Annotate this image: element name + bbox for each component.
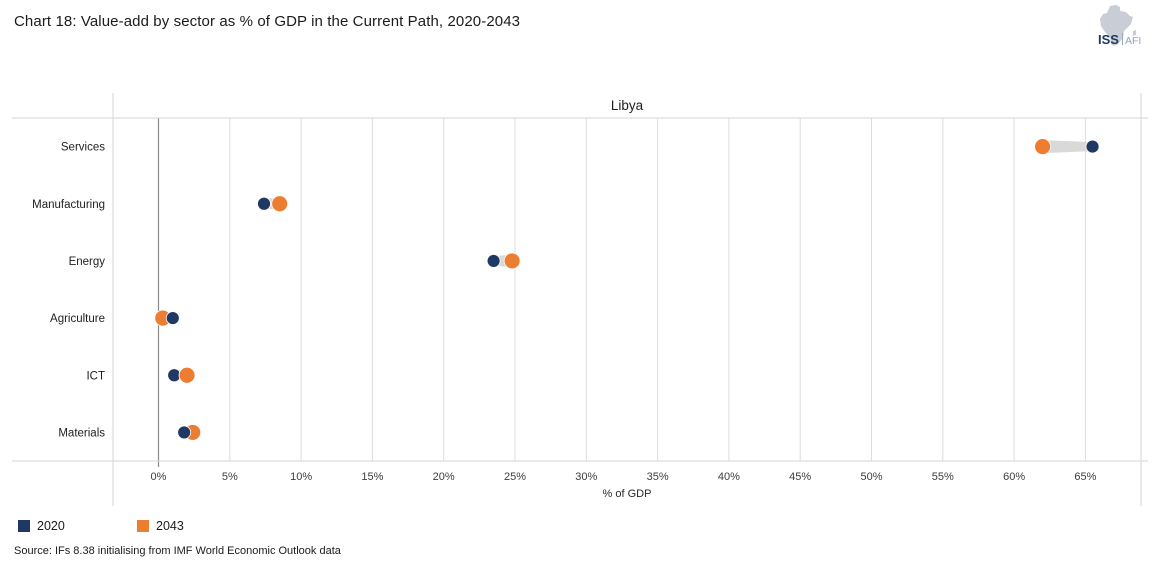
category-label: ICT — [86, 370, 105, 382]
data-point-2020 — [257, 196, 271, 211]
legend-item-2020: 2020 — [18, 519, 65, 533]
source-note: Source: IFs 8.38 initialising from IMF W… — [14, 545, 341, 557]
connector-band — [1042, 140, 1093, 154]
logo-org-text: ISS — [1098, 32, 1119, 47]
legend-swatch-2020 — [18, 520, 30, 532]
x-tick-label: 60% — [1003, 471, 1025, 483]
category-label: Agriculture — [50, 313, 105, 325]
data-point-2043 — [271, 195, 289, 213]
category-label: Services — [61, 142, 105, 154]
x-tick-label: 25% — [504, 471, 526, 483]
data-point-2020 — [177, 425, 192, 440]
x-tick-label: 0% — [151, 471, 167, 483]
x-tick-label: 5% — [222, 471, 238, 483]
legend-swatch-2043 — [137, 520, 149, 532]
x-tick-label: 55% — [932, 471, 954, 483]
page-title: Chart 18: Value-add by sector as % of GD… — [14, 13, 521, 30]
x-tick-label: 65% — [1074, 471, 1096, 483]
x-tick-label: 35% — [647, 471, 669, 483]
logo-unit-text: AFI — [1125, 35, 1141, 47]
category-label: Manufacturing — [32, 199, 105, 211]
category-label: Energy — [69, 256, 106, 268]
legend-item-2043: 2043 — [137, 519, 184, 533]
legend-label-2020: 2020 — [37, 519, 65, 533]
chart-legend: 2020 2043 — [0, 519, 1154, 537]
data-point-2043 — [503, 252, 521, 270]
data-point-2043 — [178, 366, 196, 384]
x-axis-label: % of GDP — [603, 488, 652, 500]
x-tick-label: 15% — [361, 471, 383, 483]
iss-afi-logo: ISS AFI — [1086, 4, 1148, 56]
category-label: Materials — [58, 427, 105, 439]
data-point-2020 — [486, 254, 501, 268]
data-point-2043 — [1034, 138, 1052, 155]
plot-title: Libya — [611, 98, 644, 113]
x-tick-label: 40% — [718, 471, 740, 483]
data-point-2020 — [1085, 139, 1100, 154]
x-tick-label: 20% — [433, 471, 455, 483]
legend-label-2043: 2043 — [156, 519, 184, 533]
x-tick-label: 10% — [290, 471, 312, 483]
x-tick-label: 30% — [575, 471, 597, 483]
x-tick-label: 50% — [860, 471, 882, 483]
africa-silhouette-icon: ISS AFI — [1098, 5, 1141, 47]
data-point-2020 — [165, 311, 180, 325]
dot-plot-chart: Libya 0% 5% 10% 15% 20% 25% 30% 35% 40% 45% 50% 55% 6… — [12, 93, 1148, 506]
x-tick-label: 45% — [789, 471, 811, 483]
